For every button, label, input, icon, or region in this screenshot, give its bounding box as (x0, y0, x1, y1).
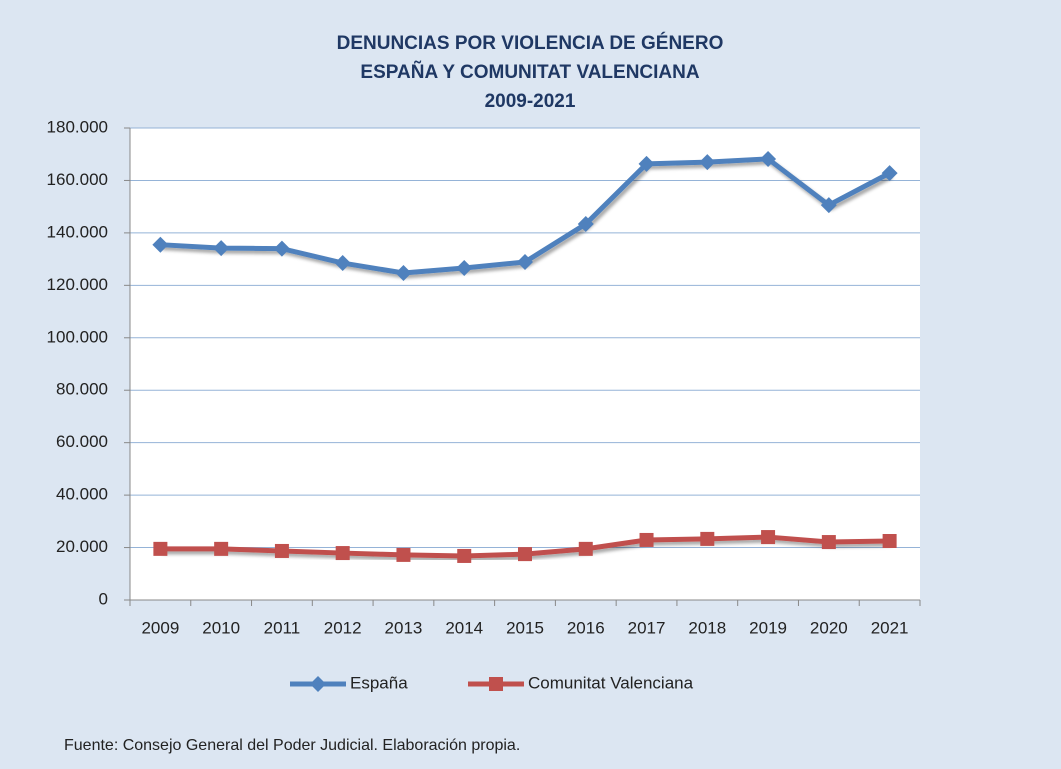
x-tick-label: 2011 (264, 618, 301, 637)
y-tick-label: 180.000 (47, 117, 108, 136)
x-tick-label: 2016 (567, 618, 605, 637)
marker (639, 532, 654, 547)
marker (882, 534, 897, 548)
chart-title: ESPAÑA Y COMUNITAT VALENCIANA (360, 61, 699, 83)
x-tick-label: 2009 (141, 618, 179, 637)
y-tick-label: 40.000 (56, 485, 108, 504)
y-tick-label: 160.000 (47, 170, 108, 189)
marker (517, 253, 533, 270)
y-tick-label: 20.000 (56, 537, 108, 556)
y-tick-label: 100.000 (47, 327, 108, 346)
marker (214, 541, 229, 556)
marker (577, 215, 594, 232)
legend-label: Comunitat Valenciana (528, 673, 694, 692)
y-tick-label: 120.000 (47, 275, 108, 294)
x-tick-label: 2017 (628, 618, 666, 637)
marker (334, 255, 351, 272)
y-tick-label: 60.000 (56, 432, 108, 451)
marker (335, 546, 350, 561)
x-tick-label: 2010 (202, 618, 240, 637)
x-tick-label: 2018 (688, 618, 726, 637)
y-tick-label: 140.000 (47, 222, 108, 241)
marker (457, 548, 472, 563)
x-tick-label: 2013 (385, 618, 423, 637)
marker (760, 150, 777, 167)
x-tick-label: 2012 (324, 618, 362, 637)
x-tick-label: 2019 (749, 618, 787, 637)
marker (761, 530, 776, 545)
legend-label: España (350, 673, 408, 692)
marker (153, 541, 168, 556)
marker (273, 240, 290, 257)
marker (699, 154, 716, 171)
x-tick-label: 2014 (445, 618, 483, 637)
x-tick-label: 2015 (506, 618, 544, 637)
x-tick-label: 2020 (810, 618, 848, 637)
marker (821, 535, 836, 550)
marker (881, 165, 898, 182)
marker (152, 236, 169, 253)
marker (395, 265, 412, 282)
marker (274, 543, 289, 558)
marker (396, 547, 411, 562)
y-tick-label: 80.000 (56, 380, 108, 399)
chart-title: 2009-2021 (485, 91, 576, 112)
legend-marker (489, 677, 503, 691)
y-tick-label: 0 (99, 589, 108, 608)
marker (700, 531, 715, 546)
chart-title: DENUNCIAS POR VIOLENCIA DE GÉNERO (337, 32, 724, 54)
marker (578, 541, 593, 556)
legend-marker (310, 676, 326, 692)
marker (638, 155, 655, 172)
marker (518, 547, 532, 562)
x-tick-label: 2021 (871, 618, 909, 637)
marker (820, 197, 837, 214)
plot-area (130, 128, 920, 600)
marker (456, 260, 473, 277)
marker (213, 240, 230, 257)
source-note: Fuente: Consejo General del Poder Judici… (64, 737, 520, 754)
